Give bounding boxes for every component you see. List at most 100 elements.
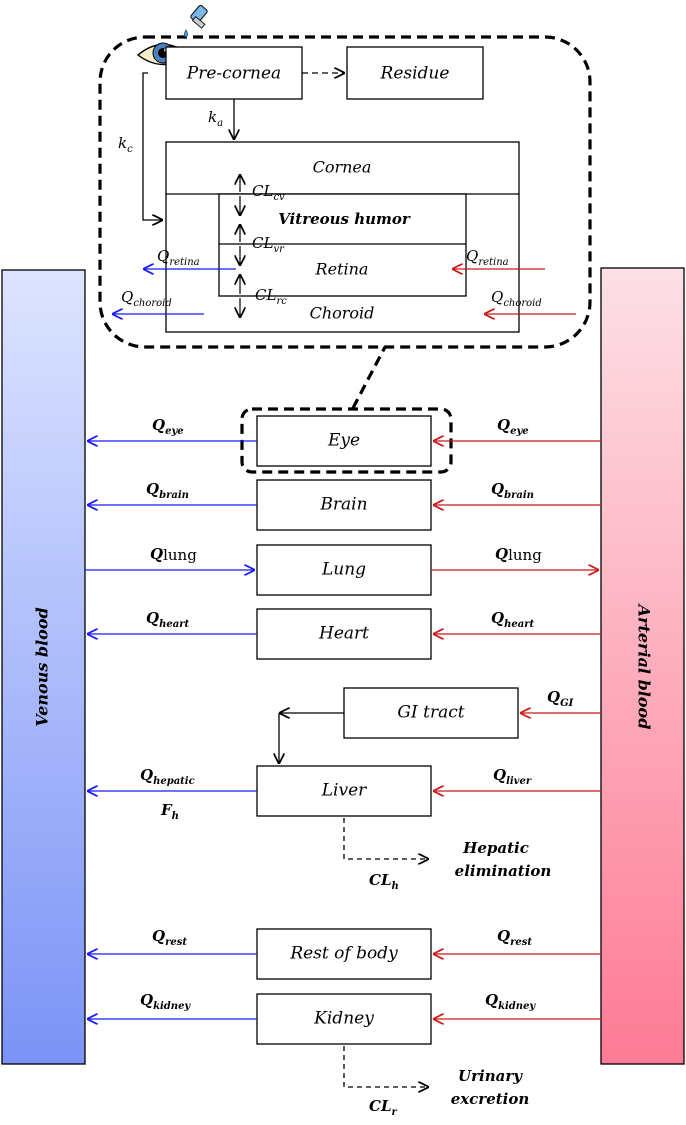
cl-cv-sub: cv	[273, 192, 285, 203]
pre-cornea-box	[165, 46, 303, 100]
kc-base: k	[118, 134, 127, 152]
q-eye-arterial-base: Q	[497, 416, 510, 434]
arterial-blood-label: Arterial blood	[635, 603, 654, 730]
lung-label: Lung	[321, 560, 366, 580]
q-lung-venous-label: Qlung	[150, 545, 197, 564]
venous-blood-label: Venous blood	[33, 607, 52, 726]
hepatic-line2: elimination	[455, 862, 552, 880]
gi-tract-label: GI tract	[397, 703, 464, 723]
q-choroid-right-sub: choroid	[503, 298, 541, 309]
q-kidney-venous-base: Q	[140, 991, 153, 1009]
urinary-line1: Urinary	[458, 1067, 523, 1085]
fh-sub: h	[172, 811, 179, 822]
hepatic-elimination-arrow	[343, 818, 429, 859]
q-choroid-right-label: Qchoroid	[491, 288, 542, 309]
q-rest-arterial-label: Qrest	[497, 927, 532, 948]
q-rest-arterial-sub: rest	[510, 937, 532, 948]
q-rest-venous-base: Q	[152, 927, 165, 945]
lung-box	[256, 544, 432, 596]
q-heart-arterial-sub: heart	[504, 619, 534, 630]
q-retina-right-base: Q	[466, 247, 478, 265]
q-retina-left-sub: retina	[169, 257, 199, 268]
residue-box	[346, 46, 484, 100]
q-brain-arterial-label: Qbrain	[491, 480, 534, 501]
venous-blood-bar	[1, 269, 86, 1065]
q-eye-arterial-sub: eye	[510, 426, 529, 437]
q-heart-venous-sub: heart	[159, 619, 189, 630]
gi-tract-box	[343, 687, 519, 739]
q-retina-left-label: Qretina	[157, 247, 200, 268]
q-eye-venous-sub: eye	[165, 426, 184, 437]
rest-of-body-label: Rest of body	[289, 944, 398, 964]
clh-sub: h	[392, 881, 399, 892]
brain-box	[256, 479, 432, 531]
callout-connector	[351, 346, 387, 409]
residue-label: Residue	[380, 64, 450, 84]
cl-rc-label: CLrc	[255, 286, 287, 307]
q-brain-arterial-sub: brain	[504, 490, 534, 501]
q-kidney-arterial-base: Q	[485, 991, 498, 1009]
clr-label: CLr	[369, 1097, 398, 1118]
q-lung-venous-base: Q	[150, 545, 163, 563]
q-kidney-arterial-label: Qkidney	[485, 991, 536, 1012]
q-eye-arterial-label: Qeye	[497, 416, 529, 437]
brain-label: Brain	[319, 495, 367, 515]
cl-vr-base: CL	[252, 234, 273, 252]
q-heart-arterial-base: Q	[491, 609, 504, 627]
q-retina-right-label: Qretina	[466, 247, 509, 268]
q-heart-venous-base: Q	[146, 609, 159, 627]
clr-base: CL	[369, 1097, 392, 1115]
q-choroid-right-base: Q	[491, 288, 503, 306]
ka-sub: a	[217, 118, 223, 129]
kc-sub: c	[127, 144, 133, 155]
vitreous-label: Vitreous humor	[278, 210, 411, 228]
q-brain-arterial-base: Q	[491, 480, 504, 498]
q-choroid-left-label: Qchoroid	[121, 288, 172, 309]
urinary-line2: excretion	[451, 1090, 530, 1108]
q-brain-venous-sub: brain	[159, 490, 189, 501]
q-liver-sub: liver	[506, 776, 532, 787]
cl-rc-base: CL	[255, 286, 276, 304]
q-rest-venous-sub: rest	[165, 937, 187, 948]
q-eye-venous-label: Qeye	[152, 416, 184, 437]
inner-eye-box	[218, 193, 467, 297]
q-kidney-venous-sub: kidney	[153, 1001, 191, 1012]
q-retina-right-sub: retina	[478, 257, 508, 268]
liver-label: Liver	[321, 781, 367, 801]
cl-vr-label: CLvr	[252, 234, 285, 255]
q-heart-venous-label: Qheart	[146, 609, 189, 630]
q-gi-sub: GI	[560, 698, 574, 709]
cornea-label: Cornea	[313, 158, 372, 177]
q-liver-label: Qliver	[493, 766, 532, 787]
hepatic-line1: Hepatic	[462, 839, 529, 857]
ka-base: k	[208, 108, 217, 126]
q-lung-arterial-base: Q	[495, 545, 508, 563]
q-heart-arterial-label: Qheart	[491, 609, 534, 630]
fh-base: F	[160, 801, 173, 819]
q-brain-venous-label: Qbrain	[146, 480, 189, 501]
clr-sub: r	[392, 1107, 398, 1118]
q-lung-arterial-sub: lung	[508, 546, 542, 564]
q-gi-label: QGI	[547, 688, 574, 709]
clh-label: CLh	[369, 871, 399, 892]
eye-box	[256, 415, 432, 467]
q-rest-arterial-base: Q	[497, 927, 510, 945]
q-hepatic-sub: hepatic	[153, 776, 195, 787]
q-choroid-left-base: Q	[121, 288, 133, 306]
kc-label: kc	[118, 134, 133, 155]
arterial-blood-bar	[600, 267, 685, 1065]
q-kidney-arterial-sub: kidney	[498, 1001, 536, 1012]
rest-of-body-box	[256, 928, 432, 980]
q-lung-arterial-label: Qlung	[495, 545, 542, 564]
kc-arrow	[142, 72, 163, 220]
pre-cornea-label: Pre-cornea	[186, 64, 281, 84]
cl-cv-label: CLcv	[252, 182, 285, 203]
q-lung-venous-sub: lung	[163, 546, 197, 564]
q-eye-venous-base: Q	[152, 416, 165, 434]
q-hepatic-base: Q	[140, 766, 153, 784]
eye-drop-icon	[184, 4, 208, 38]
retina-label: Retina	[315, 260, 369, 279]
cl-rc-sub: rc	[276, 296, 287, 307]
choroid-label: Choroid	[310, 304, 375, 323]
